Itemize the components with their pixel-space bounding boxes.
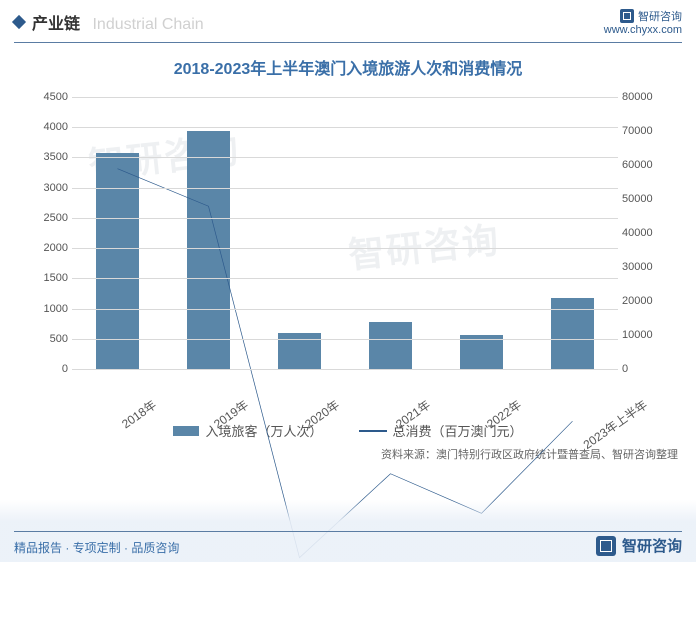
y-right-tick: 50000 xyxy=(622,193,666,205)
y-right-tick: 70000 xyxy=(622,125,666,137)
grid-line xyxy=(72,188,618,189)
footer: 精品报告 · 专项定制 · 品质咨询 智研咨询 xyxy=(0,500,696,562)
chart-title: 2018-2023年上半年澳门入境旅游人次和消费情况 xyxy=(20,55,676,79)
y-right-tick: 20000 xyxy=(622,295,666,307)
brand-top: 智研咨询 xyxy=(620,8,682,24)
diamond-icon xyxy=(12,15,26,29)
y-left-tick: 1500 xyxy=(30,272,68,284)
y-right-tick: 80000 xyxy=(622,91,666,103)
grid-line xyxy=(72,248,618,249)
footer-rule xyxy=(14,531,682,532)
grid-line xyxy=(72,339,618,340)
y-left-tick: 500 xyxy=(30,333,68,345)
y-right-tick: 60000 xyxy=(622,159,666,171)
section-title-en: Industrial Chain xyxy=(92,16,203,33)
chart-container: 2018-2023年上半年澳门入境旅游人次和消费情况 智研咨询 智研咨询 050… xyxy=(0,43,696,444)
footer-brand: 智研咨询 xyxy=(596,535,682,556)
footer-tagline: 精品报告 · 专项定制 · 品质咨询 xyxy=(14,539,179,556)
grid-line xyxy=(72,97,618,98)
y-right-tick: 40000 xyxy=(622,227,666,239)
section-title: 产业链 Industrial Chain xyxy=(32,10,204,34)
y-left-tick: 4000 xyxy=(30,121,68,133)
y-left-tick: 2500 xyxy=(30,212,68,224)
y-right-tick: 10000 xyxy=(622,329,666,341)
y-right-tick: 30000 xyxy=(622,261,666,273)
y-left-tick: 2000 xyxy=(30,242,68,254)
section-title-cn: 产业链 xyxy=(32,16,80,33)
y-left-tick: 3500 xyxy=(30,151,68,163)
y-left-tick: 4500 xyxy=(30,91,68,103)
y-left-tick: 3000 xyxy=(30,182,68,194)
x-axis-labels: 2018年2019年2020年2021年2022年2023年上半年 xyxy=(72,369,618,419)
y-left-tick: 1000 xyxy=(30,303,68,315)
brand-block: 智研咨询 www.chyxx.com xyxy=(604,8,682,36)
y-left-tick: 0 xyxy=(30,363,68,375)
header-left: 产业链 Industrial Chain xyxy=(14,10,204,34)
grid-line xyxy=(72,278,618,279)
brand-name: 智研咨询 xyxy=(638,8,682,24)
grid-line xyxy=(72,157,618,158)
y-right-tick: 0 xyxy=(622,363,666,375)
grid-line xyxy=(72,127,618,128)
brand-url: www.chyxx.com xyxy=(604,24,682,36)
chart-area: 智研咨询 智研咨询 050010001500200025003000350040… xyxy=(28,89,668,419)
brand-icon xyxy=(620,9,634,23)
grid-line xyxy=(72,309,618,310)
footer-brand-text: 智研咨询 xyxy=(622,535,682,556)
plot-area: 0500100015002000250030003500400045000100… xyxy=(72,97,618,369)
header: 产业链 Industrial Chain 智研咨询 www.chyxx.com xyxy=(0,0,696,40)
footer-brand-icon xyxy=(596,536,616,556)
grid-line xyxy=(72,218,618,219)
